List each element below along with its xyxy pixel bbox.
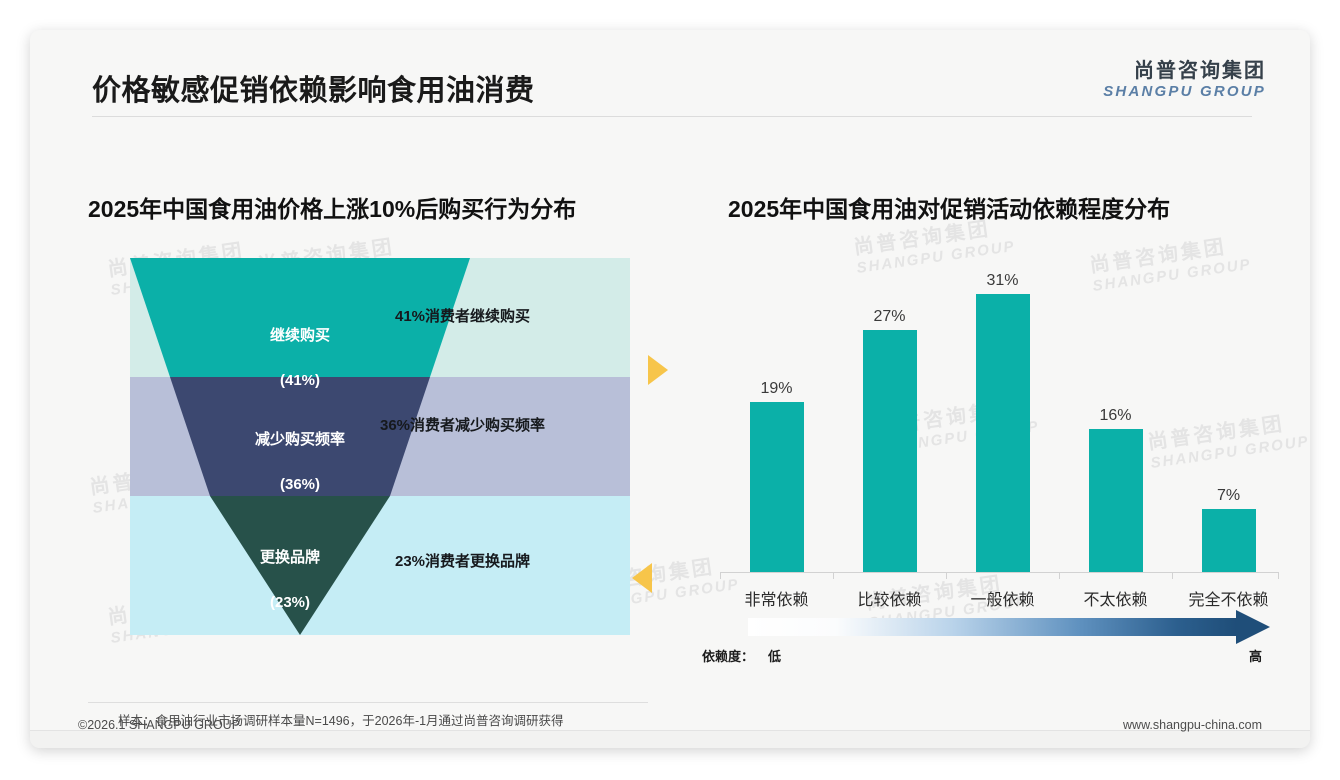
footer-website[interactable]: www.shangpu-china.com xyxy=(1123,718,1262,732)
bar-value-2: 27% xyxy=(873,308,906,325)
bar-value-4: 16% xyxy=(1099,407,1132,424)
axis-tick xyxy=(1059,572,1060,579)
funnel-panel-3 xyxy=(130,496,630,635)
play-right-icon xyxy=(648,355,668,390)
funnel-segment-2-name: 减少购买频率 xyxy=(254,430,345,448)
brand-logo: 尚普咨询集团 SHANGPU GROUP xyxy=(1076,60,1266,101)
x-axis-line xyxy=(720,572,1278,573)
bar-value-3: 31% xyxy=(986,272,1019,289)
slide-card: 价格敏感促销依赖影响食用油消费 尚普咨询集团 SHANGPU GROUP 尚普咨… xyxy=(30,30,1310,748)
sample-footnote: 样本：食用油行业市场调研样本量N=1496，于2026年-1月通过尚普咨询调研获… xyxy=(118,714,564,728)
footnote-divider xyxy=(88,702,648,703)
funnel-segment-3-value: (23%) xyxy=(269,593,310,611)
funnel-description-1: 41%消费者继续购买 xyxy=(394,308,531,325)
legend-title: 依赖度： xyxy=(702,649,755,664)
funnel-chart: 继续购买 (41%) 减少购买频率 (36%) 更换品牌 (23%) 41%消费… xyxy=(30,30,670,748)
bar-column xyxy=(833,250,946,572)
bar-chart: 19% 27% 31% 16% 7% xyxy=(690,240,1290,609)
logo-english-name: SHANGPU GROUP xyxy=(1103,83,1266,100)
slide-header: 价格敏感促销依赖影响食用油消费 尚普咨询集团 SHANGPU GROUP xyxy=(30,30,1310,120)
funnel-segment-2-value: (36%) xyxy=(279,475,320,493)
axis-tick xyxy=(720,572,721,579)
x-axis-label-2: 比较依赖 xyxy=(857,592,922,609)
bar-column xyxy=(946,250,1059,572)
funnel-segment-3-shape xyxy=(210,496,390,635)
x-axis-label-4: 不太依赖 xyxy=(1083,592,1148,609)
funnel-description-2: 36%消费者减少购买频率 xyxy=(379,417,546,434)
funnel-description-3: 23%消费者更换品牌 xyxy=(394,553,531,570)
bar-rect-2[interactable] xyxy=(862,330,917,572)
funnel-segment-2-label: 减少购买频率 (36%) xyxy=(200,406,400,496)
funnel-segment-1-value: (41%) xyxy=(279,371,320,389)
x-axis-label-1: 非常依赖 xyxy=(744,592,809,609)
bar-column xyxy=(720,250,833,572)
axis-tick xyxy=(833,572,834,579)
funnel-segment-1-shape xyxy=(130,258,470,377)
bar-rect-3[interactable] xyxy=(975,294,1030,572)
funnel-segment-3-name: 更换品牌 xyxy=(259,548,320,566)
bar-rect-1[interactable] xyxy=(749,402,804,572)
legend-high-label: 高 xyxy=(1248,649,1262,664)
funnel-segment-2-shape xyxy=(170,377,430,496)
bar-column xyxy=(1059,250,1172,572)
page-title: 价格敏感促销依赖影响食用油消费 xyxy=(92,75,535,107)
x-axis-label-3: 一般依赖 xyxy=(970,592,1035,609)
funnel-segment-1-name: 继续购买 xyxy=(269,326,330,344)
footer-copyright: ©2026.1 SHANGPU GROUP xyxy=(78,718,241,732)
legend-low-label: 低 xyxy=(768,649,782,664)
logo-chinese-name: 尚普咨询集团 xyxy=(1134,60,1266,82)
header-divider xyxy=(92,116,1252,117)
funnel-segment-3-label: 更换品牌 (23%) xyxy=(210,524,370,614)
bar-value-1: 19% xyxy=(760,380,793,397)
bar-rect-4[interactable] xyxy=(1088,429,1143,572)
play-left-icon xyxy=(632,563,652,598)
dependency-gradient-legend: 依赖度： 低 高 xyxy=(690,610,1290,680)
bar-plot-area: 19% 27% 31% 16% 7% xyxy=(720,250,1278,572)
funnel-segment-1-label: 继续购买 (41%) xyxy=(200,302,400,392)
bar-column xyxy=(1172,250,1285,572)
footer-divider xyxy=(30,730,1310,731)
right-chart-title: 2025年中国食用油对促销活动依赖程度分布 xyxy=(728,196,1171,222)
funnel-shapes xyxy=(130,258,470,635)
footer-band xyxy=(30,731,1310,748)
axis-tick xyxy=(1172,572,1173,579)
gradient-arrow-icon xyxy=(748,610,1270,644)
bar-rect-5[interactable] xyxy=(1201,509,1256,572)
bar-value-5: 7% xyxy=(1216,487,1241,504)
axis-tick xyxy=(946,572,947,579)
left-chart-title: 2025年中国食用油价格上涨10%后购买行为分布 xyxy=(88,196,577,222)
x-axis-label-5: 完全不依赖 xyxy=(1188,592,1269,609)
axis-tick xyxy=(1278,572,1279,579)
